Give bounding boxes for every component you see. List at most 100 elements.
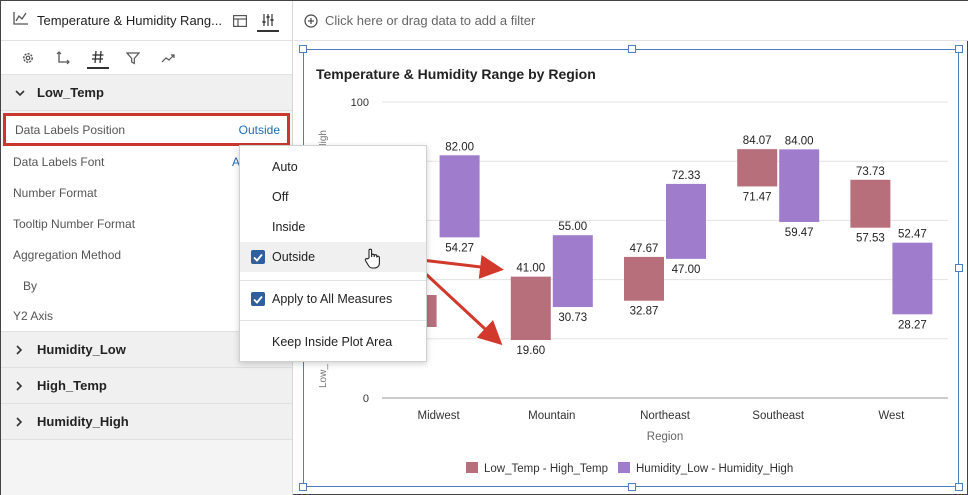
legend-label: Low_Temp - High_Temp [484, 463, 608, 475]
chevron-right-icon [15, 344, 29, 355]
resize-handle[interactable] [955, 264, 963, 272]
resize-handle[interactable] [955, 45, 963, 53]
x-tick-label: Mountain [528, 410, 575, 422]
data-label-high: 41.00 [516, 263, 545, 275]
range-bar [779, 149, 820, 222]
data-label-high: 52.47 [898, 229, 927, 241]
legend-label: Humidity_Low - Humidity_High [636, 463, 793, 475]
menu-item-inside[interactable]: Inside [272, 220, 306, 234]
chevron-right-icon [15, 416, 29, 427]
chevron-right-icon [15, 380, 29, 391]
y-axis-label: Low_ [318, 364, 329, 388]
data-label-high: 47.67 [630, 243, 659, 255]
resize-handle[interactable] [299, 483, 307, 491]
data-label-low: 28.27 [898, 319, 927, 331]
range-bar [737, 149, 778, 187]
chart-type-icon [13, 11, 29, 30]
prop-label: Data Labels Font [13, 154, 105, 169]
properties-sliders-icon[interactable] [257, 10, 279, 32]
range-bar [624, 256, 664, 301]
panel-title: Temperature & Humidity Rang... [37, 13, 222, 28]
gear-icon[interactable] [17, 47, 39, 69]
chart-title: Temperature & Humidity Range by Region [316, 66, 596, 82]
section-label: Humidity_Low [37, 342, 126, 357]
menu-item-outside[interactable]: Outside [240, 242, 426, 272]
range-bar-chart: 1000y_HighLow_Midwest82.0054.27Mountain4… [318, 97, 948, 475]
number-hash-icon[interactable] [87, 47, 109, 69]
apply-to-all-measures-toggle[interactable]: Apply to All Measures [240, 284, 426, 314]
annotation-arrow [411, 260, 503, 346]
data-label-high: 84.00 [785, 135, 814, 147]
x-tick-label: Northeast [640, 410, 691, 422]
add-circle-icon[interactable] [304, 13, 318, 28]
keep-inside-plot-area-item[interactable]: Keep Inside Plot Area [272, 335, 393, 349]
axis-icon[interactable] [52, 47, 74, 69]
prop-label: Data Labels Position [15, 122, 126, 137]
panel-header: Temperature & Humidity Rang... [1, 1, 292, 41]
y-tick-label: 0 [363, 393, 369, 405]
menu-item-auto[interactable]: Auto [272, 160, 298, 174]
range-bar [850, 179, 891, 228]
prop-label: By [23, 278, 38, 293]
filter-bar[interactable]: Click here or drag data to add a filter [294, 1, 968, 41]
trend-arrow-icon[interactable] [157, 47, 179, 69]
prop-label: Tooltip Number Format [13, 216, 136, 231]
x-axis-title: Region [647, 431, 683, 443]
data-label-low: 47.00 [672, 264, 701, 276]
hand-pointer-cursor-icon [364, 248, 382, 273]
data-labels-position-value[interactable]: Outside [238, 122, 280, 137]
section-label: Humidity_High [37, 414, 129, 429]
range-bar [439, 155, 480, 238]
data-label-low: 59.47 [785, 227, 814, 239]
x-tick-label: Midwest [418, 410, 461, 422]
range-bar [510, 276, 551, 340]
resize-handle[interactable] [955, 483, 963, 491]
data-label-low: 30.73 [558, 312, 587, 324]
section-high-temp[interactable]: High_Temp [1, 368, 292, 404]
resize-handle[interactable] [299, 45, 307, 53]
data-label-low: 32.87 [630, 306, 659, 318]
data-labels-font-value[interactable]: A [231, 154, 240, 169]
resize-handle[interactable] [628, 483, 636, 491]
data-label-high: 82.00 [445, 141, 474, 153]
data-label-high: 84.07 [743, 135, 772, 147]
checkmark-icon [251, 292, 265, 306]
annotation-arrow [412, 254, 504, 279]
prop-label: Number Format [13, 185, 98, 200]
y-tick-label: 100 [351, 97, 369, 109]
range-bar [426, 295, 437, 327]
data-labels-position-menu: Auto Off Inside Outside Apply to All Mea… [239, 145, 427, 362]
range-bar [552, 235, 593, 308]
section-label: Low_Temp [37, 85, 104, 100]
data-labels-position-row[interactable]: Data Labels Position Outside [3, 113, 290, 146]
data-label-low: 19.60 [516, 345, 545, 357]
x-tick-label: West [878, 410, 905, 422]
x-tick-label: Southeast [752, 410, 805, 422]
section-humidity-high[interactable]: Humidity_High [1, 404, 292, 440]
data-label-high: 73.73 [856, 166, 885, 178]
data-label-low: 57.53 [856, 233, 885, 245]
resize-handle[interactable] [628, 45, 636, 53]
checkmark-icon [251, 250, 265, 264]
data-label-high: 72.33 [672, 170, 701, 182]
property-tabs [1, 41, 292, 75]
section-low-temp[interactable]: Low_Temp [1, 75, 292, 111]
legend-swatch [466, 462, 478, 473]
data-label-low: 71.47 [743, 191, 772, 203]
data-label-low: 54.27 [445, 242, 474, 254]
chart-canvas[interactable]: Temperature & Humidity Range by Region 1… [299, 45, 963, 491]
section-label: High_Temp [37, 378, 107, 393]
legend-swatch [618, 462, 630, 473]
filter-placeholder: Click here or drag data to add a filter [325, 13, 536, 28]
prop-label: Y2 Axis [13, 309, 54, 323]
data-label-high: 55.00 [558, 221, 587, 233]
chevron-down-icon [15, 89, 29, 97]
menu-item-off[interactable]: Off [272, 190, 289, 204]
prop-label: Aggregation Method [13, 247, 122, 262]
range-bar [666, 183, 706, 259]
range-bar [892, 242, 933, 315]
filter-icon[interactable] [122, 47, 144, 69]
layout-icon[interactable] [229, 10, 251, 32]
